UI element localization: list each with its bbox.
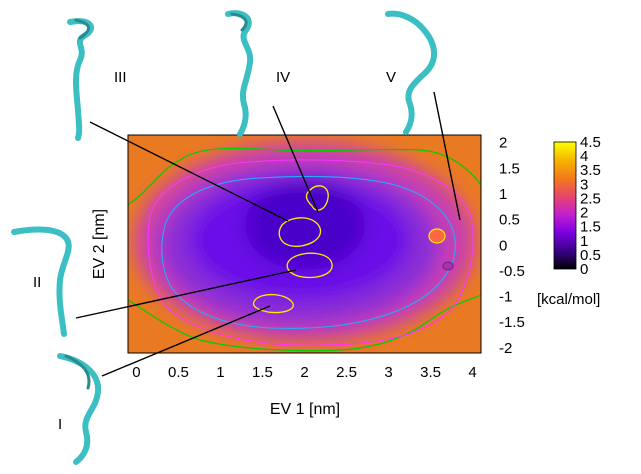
x-tick-label: 1.5 [252, 364, 273, 381]
structure-label-ii: II [33, 274, 41, 291]
plot-frame [127, 134, 482, 354]
contour-green [128, 147, 481, 352]
contour-yellow-ii [286, 252, 333, 279]
colorbar-label: [kcal/mol] [537, 291, 600, 308]
y-tick-label: 0.5 [499, 212, 520, 229]
y-tick-label: 0 [499, 237, 507, 254]
colorbar-tick-label: 4 [580, 148, 588, 165]
leader-line-ii [75, 269, 297, 319]
y-tick-label: -2 [499, 340, 512, 357]
x-tick-label: 4 [468, 364, 476, 381]
structure-i-ribbon [57, 353, 102, 465]
colorbar-tick-label: 1.5 [580, 219, 601, 236]
x-tick-label: 0.5 [168, 364, 189, 381]
colorbar-tick-label: 2 [580, 205, 588, 222]
x-tick-label: 2.5 [336, 364, 357, 381]
y-tick-label: 1.5 [499, 160, 520, 177]
colorbar-tick-labels: 4.543.532.521.510.50 [580, 134, 601, 278]
structure-label-i: I [58, 416, 62, 433]
free-energy-surface [128, 135, 481, 353]
y-tick-label: -0.5 [499, 263, 525, 280]
x-tick-label: 1 [216, 364, 224, 381]
x-tick-label: 3 [384, 364, 392, 381]
colorbar-tick-label: 1 [580, 233, 588, 250]
x-tick-label: 3.5 [420, 364, 441, 381]
structure-iii-ribbon [67, 18, 94, 141]
contour-yellow-iii [278, 217, 322, 247]
structure-label-iii: III [114, 69, 127, 86]
leader-lines [75, 91, 461, 377]
colorbar-tick-label: 2.5 [580, 190, 601, 207]
x-tick-label: 0 [132, 364, 140, 381]
y-tick-label: -1 [499, 289, 512, 306]
colorbar-tick-label: 3 [580, 176, 588, 193]
y-tick-label: 1 [499, 186, 507, 203]
contour-magenta [147, 159, 474, 346]
surface-core [245, 180, 365, 270]
y-tick-label: -1.5 [499, 314, 525, 331]
y-tick-labels: 2 1.5 1 0.5 0 -0.5 -1 -1.5 -2 [499, 135, 525, 357]
structure-label-iv: IV [276, 69, 290, 86]
structure-iv-ribbon [225, 10, 254, 137]
y-tick-label: 2 [499, 135, 507, 152]
leader-line-v [433, 91, 461, 221]
colorbar [553, 141, 577, 270]
contour-yellow-i [252, 293, 294, 314]
colorbar-tick-label: 4.5 [580, 134, 601, 151]
structure-label-v: V [386, 69, 396, 86]
basin-v-spot [428, 228, 446, 244]
colorbar-tick-label: 0.5 [580, 247, 601, 264]
leader-line-iv [272, 105, 319, 213]
x-tick-label: 2 [300, 364, 308, 381]
x-axis-label: EV 1 [nm] [270, 401, 340, 418]
colorbar-tick-label: 3.5 [580, 162, 601, 179]
y-axis-label: EV 2 [nm] [91, 209, 108, 279]
x-tick-labels: 0 0.5 1 1.5 2 2.5 3 3.5 4 [132, 364, 477, 381]
leader-line-i [101, 305, 271, 377]
minor-spot [442, 261, 454, 271]
contour-yellow-iv [305, 185, 329, 211]
colorbar-tick-label: 0 [580, 261, 588, 278]
structure-ii-ribbon [11, 226, 72, 337]
structure-v-ribbon [385, 10, 437, 135]
contour-blue [161, 175, 456, 329]
leader-line-iii [89, 121, 289, 222]
